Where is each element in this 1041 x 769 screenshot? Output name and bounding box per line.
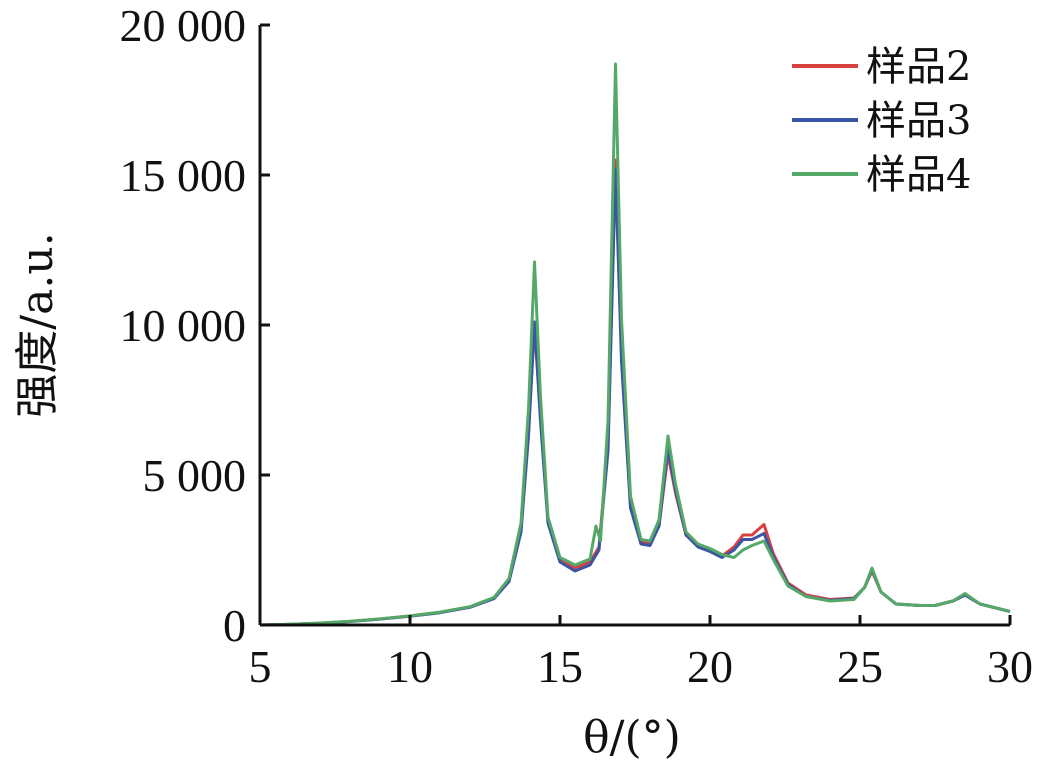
y-axis-title: 强度/a.u.: [12, 232, 63, 417]
x-tick-label: 10: [387, 641, 433, 692]
x-axis-title: θ/(°): [583, 712, 681, 763]
series-line-1: [259, 158, 1011, 627]
y-tick-label: 10 000: [120, 300, 247, 351]
legend-label: 样品4: [866, 152, 971, 198]
y-tick-label: 0: [223, 600, 246, 651]
legend: 样品2 样品3 样品4: [792, 44, 971, 198]
legend-label: 样品2: [866, 44, 971, 90]
x-tick-label: 15: [537, 641, 583, 692]
y-tick-label: 15 000: [120, 150, 247, 201]
x-tick-label: 5: [249, 641, 272, 692]
legend-label: 样品3: [866, 98, 971, 144]
x-tick-label: 20: [687, 641, 733, 692]
x-tick-label: 30: [987, 641, 1033, 692]
y-tick-label: 20 000: [120, 0, 247, 51]
plot-area: 5 10 15 20 25 30 0 5 000 10 000 15 000 20 000: [120, 0, 1034, 692]
y-tick-label: 5 000: [143, 450, 247, 501]
x-axis-ticks: 5 10 15 20 25 30: [249, 615, 1033, 692]
series-line-2: [259, 167, 1011, 627]
series-layer: [259, 62, 1011, 627]
x-tick-label: 25: [837, 641, 883, 692]
series-line-3: [259, 62, 1011, 627]
y-axis-ticks: 0 5 000 10 000 15 000 20 000: [120, 0, 270, 651]
